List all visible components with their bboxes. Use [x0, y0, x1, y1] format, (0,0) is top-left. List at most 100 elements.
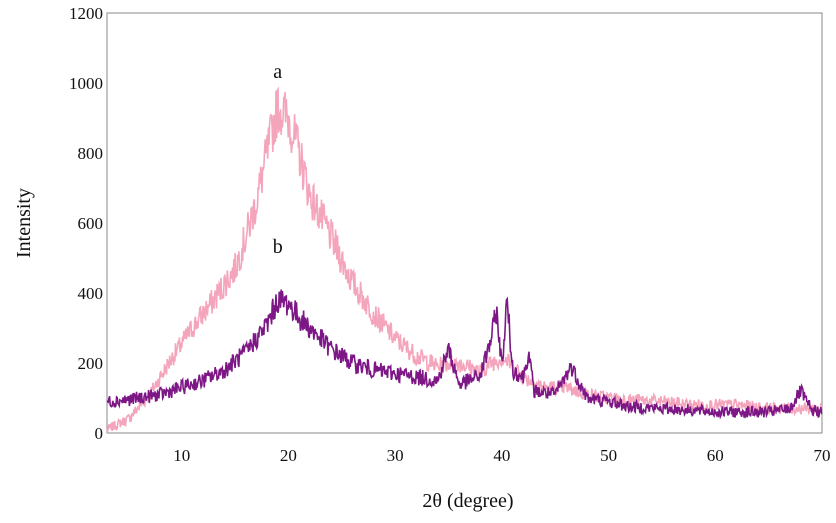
series-a-point [736, 404, 738, 406]
series-b-point [629, 406, 631, 408]
series-a-point [373, 313, 375, 315]
series-b-point [373, 369, 375, 371]
series-b-point [608, 401, 610, 403]
series-b-point [159, 394, 161, 396]
series-b-point [469, 380, 471, 382]
series-b-point [480, 374, 482, 376]
series-b-point [351, 362, 353, 364]
series-b-point [266, 324, 268, 326]
series-b-point [458, 383, 460, 385]
series-b-point [490, 338, 492, 340]
series-b-point [330, 348, 332, 350]
series-b-point [810, 409, 812, 411]
series-a-point [298, 152, 300, 154]
series-a-point [266, 152, 268, 154]
series-b-point [768, 411, 770, 413]
series-b-point [277, 299, 279, 301]
series-b-point [298, 317, 300, 319]
series-b-point [554, 394, 556, 396]
series-a-point [458, 362, 460, 364]
y-tick-label: 1200 [69, 4, 103, 23]
series-a-point [245, 236, 247, 238]
x-tick-label: 70 [814, 446, 831, 465]
x-axis-title: 2θ (degree) [422, 490, 513, 512]
series-a-point [714, 404, 716, 406]
series-b-point [800, 390, 802, 392]
series-layer [106, 86, 823, 435]
series-b-point [287, 303, 289, 305]
x-tick-label: 30 [387, 446, 404, 465]
y-tick-label: 200 [78, 354, 104, 373]
series-a-point [416, 355, 418, 357]
x-axis-ticks: 10 20 30 40 50 60 70 [173, 446, 830, 465]
series-a-point [394, 338, 396, 340]
series-b-point [106, 401, 108, 403]
series-b-point [309, 327, 311, 329]
x-tick-label: 60 [707, 446, 724, 465]
series-b-point [661, 408, 663, 410]
series-b-point [202, 380, 204, 382]
series-b-trace [106, 289, 823, 420]
series-a-point [800, 408, 802, 410]
series-a-point [287, 117, 289, 119]
series-b-point [586, 397, 588, 399]
series-b-point [448, 348, 450, 350]
series-b-point [693, 409, 695, 411]
series-b-point [789, 408, 791, 410]
series-a-trace [106, 86, 823, 435]
series-b-point [127, 399, 129, 401]
series-b-point [821, 411, 823, 413]
series-annotations: ab [273, 61, 283, 258]
series-a-point [234, 268, 236, 270]
series-a-point [351, 282, 353, 284]
series-b-point [437, 380, 439, 382]
series-b-point [245, 352, 247, 354]
series-a-point [448, 362, 450, 364]
series-b-point [223, 369, 225, 371]
series-a-point [277, 107, 279, 109]
series-a-point [170, 359, 172, 361]
y-tick-label: 400 [78, 284, 104, 303]
series-b-point [714, 411, 716, 413]
series-b-point [512, 369, 514, 371]
y-tick-label: 800 [78, 144, 104, 163]
y-axis-ticks: 0 200 400 600 800 1000 1200 [69, 4, 103, 443]
series-b-point [528, 352, 530, 354]
x-tick-label: 10 [173, 446, 190, 465]
y-tick-label: 600 [78, 214, 104, 233]
x-tick-label: 40 [493, 446, 510, 465]
series-a-point [330, 236, 332, 238]
series-b-point [570, 366, 572, 368]
series-annotation: b [273, 236, 283, 258]
series-annotation: a [273, 61, 282, 83]
series-b-point [496, 310, 498, 312]
series-a [106, 86, 823, 435]
series-a-point [437, 366, 439, 368]
series-b [106, 289, 823, 420]
x-tick-label: 20 [280, 446, 297, 465]
series-a-point [490, 362, 492, 364]
x-tick-label: 50 [600, 446, 617, 465]
series-b-point [416, 376, 418, 378]
y-tick-label: 0 [95, 424, 104, 443]
series-a-point [693, 404, 695, 406]
series-b-point [533, 390, 535, 392]
series-a-point [629, 399, 631, 401]
series-b-point [394, 373, 396, 375]
series-b-point [506, 299, 508, 301]
series-a-point [127, 418, 129, 420]
series-b-point [522, 376, 524, 378]
series-a-point [191, 327, 193, 329]
series-a-point [565, 387, 567, 389]
series-a-point [106, 429, 108, 431]
series-a-point [255, 201, 257, 203]
series-a-point [309, 194, 311, 196]
series-a-point [661, 401, 663, 403]
series-a-point [213, 299, 215, 301]
series-b-point [736, 411, 738, 413]
series-b-point [501, 366, 503, 368]
y-tick-label: 1000 [69, 74, 103, 93]
y-axis-title: Intensity [13, 188, 35, 258]
series-b-point [181, 387, 183, 389]
